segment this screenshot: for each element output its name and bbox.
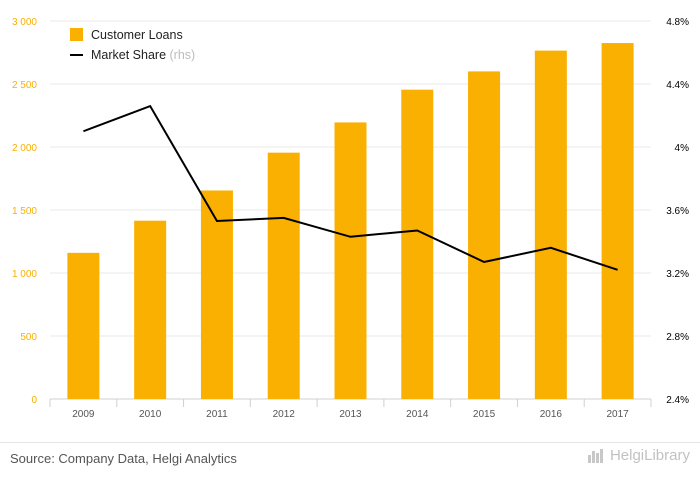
y-right-tick-label: 4.8% <box>666 17 689 28</box>
y-right-tick-label: 4% <box>675 143 690 154</box>
x-tick-label: 2012 <box>273 409 296 420</box>
bar <box>200 190 233 399</box>
y-left-tick-label: 0 <box>31 395 37 406</box>
bar <box>534 50 567 400</box>
brand-logo: HelgiLibrary <box>587 447 690 464</box>
bar <box>134 220 167 399</box>
bar <box>468 71 501 400</box>
y-right-tick-label: 2.8% <box>666 332 689 343</box>
legend-rhs-marker: (rhs) <box>170 48 196 62</box>
source-note: Source: Company Data, Helgi Analytics <box>10 451 237 466</box>
y-left-tick-label: 1 500 <box>12 206 37 217</box>
y-axis-right: 2.4% 2.8% 3.2% 3.6% 4% 4.4% 4.8% <box>666 17 689 406</box>
footer-divider <box>0 442 700 443</box>
bar <box>334 122 367 400</box>
legend: Customer Loans Market Share (rhs) <box>70 28 195 62</box>
x-tick-label: 2015 <box>473 409 496 420</box>
y-left-tick-label: 2 000 <box>12 143 37 154</box>
legend-label-market-share: Market Share (rhs) <box>91 48 195 62</box>
x-tick-label: 2009 <box>72 409 95 420</box>
line-series <box>83 104 618 271</box>
x-axis: 2009 2010 2011 2012 2013 2014 2015 2016 2017 <box>49 399 652 420</box>
bar <box>601 43 634 400</box>
bar <box>67 252 100 399</box>
legend-series-name: Market Share <box>91 48 170 62</box>
y-axis-left: 0 500 1 000 1 500 2 000 2 500 3 000 <box>12 17 37 406</box>
y-left-tick-label: 1 000 <box>12 269 37 280</box>
x-tick-label: 2013 <box>339 409 362 420</box>
y-right-tick-label: 4.4% <box>666 80 689 91</box>
y-left-tick-label: 500 <box>20 332 37 343</box>
legend-label-loans: Customer Loans <box>91 28 183 42</box>
bar-series <box>67 43 634 400</box>
x-tick-label: 2011 <box>206 409 228 420</box>
y-right-tick-label: 3.6% <box>666 206 689 217</box>
y-left-tick-label: 2 500 <box>12 80 37 91</box>
x-tick-label: 2014 <box>406 409 429 420</box>
y-left-tick-label: 3 000 <box>12 17 37 28</box>
y-right-tick-label: 2.4% <box>666 395 689 406</box>
bar <box>401 89 434 400</box>
legend-swatch-loans <box>70 28 83 41</box>
x-tick-label: 2017 <box>606 409 629 420</box>
bar <box>267 152 300 399</box>
library-icon <box>587 448 606 463</box>
y-right-tick-label: 3.2% <box>666 269 689 280</box>
brand-name: HelgiLibrary <box>609 447 690 464</box>
x-tick-label: 2016 <box>540 409 563 420</box>
x-tick-label: 2010 <box>139 409 162 420</box>
